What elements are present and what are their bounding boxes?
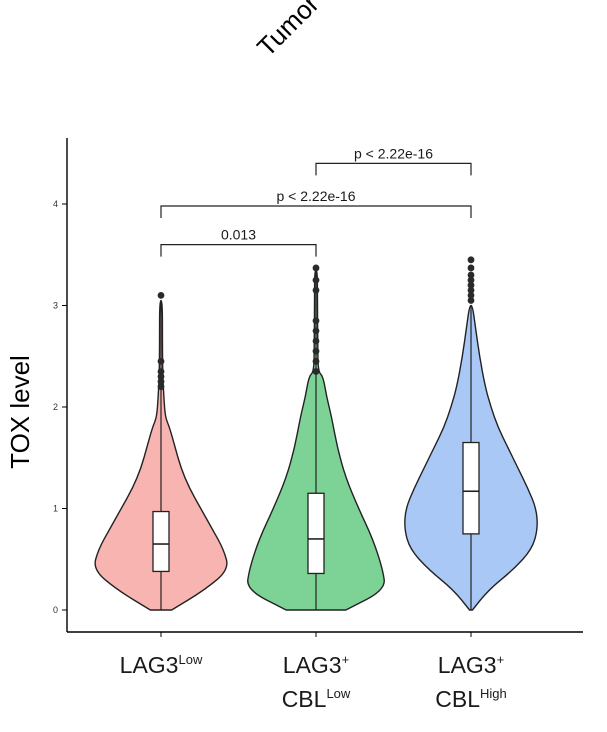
x-tick-label-main: LAG3 xyxy=(120,652,179,678)
outlier-point xyxy=(467,271,475,279)
y-axis-label: TOX level xyxy=(5,355,35,469)
outlier-point xyxy=(312,337,320,345)
y-tick-label: 3 xyxy=(53,301,58,311)
comparison-p-value: p < 2.22e-16 xyxy=(354,145,433,161)
y-tick-label: 1 xyxy=(53,504,58,514)
outlier-point xyxy=(157,291,165,299)
box-iqr xyxy=(152,510,170,573)
outlier-point xyxy=(312,286,320,294)
x-tick-label-line1: LAG3+ xyxy=(438,652,504,678)
y-axis-ticks: 0 1 2 3 4 xyxy=(53,199,67,615)
outlier-point xyxy=(312,264,320,272)
x-tick-label-superscript: + xyxy=(342,652,350,667)
outlier-point xyxy=(312,276,320,284)
x-tick-label-line1: LAG3Low xyxy=(120,652,203,678)
outlier-point xyxy=(157,357,165,365)
outlier-point xyxy=(467,256,475,264)
box-iqr xyxy=(307,492,325,575)
x-tick-label-superscript: Low xyxy=(178,652,202,667)
box-iqr xyxy=(462,441,480,535)
outlier-point xyxy=(157,373,165,380)
x-tick-label-superscript: High xyxy=(480,686,507,701)
x-tick-label-line2: CBLHigh xyxy=(435,686,507,712)
comparison-bracket xyxy=(160,205,472,219)
outlier-point xyxy=(312,327,320,335)
y-tick-label: 4 xyxy=(53,199,58,209)
x-tick-label-line2: CBLLow xyxy=(282,686,351,712)
comparison-p-value: 0.013 xyxy=(221,227,256,243)
y-tick-label: 0 xyxy=(53,605,58,615)
outlier-point xyxy=(467,291,475,299)
outlier-point xyxy=(312,317,320,325)
outlier-point xyxy=(157,378,165,386)
outlier-point xyxy=(312,357,320,365)
comparison-p-value: p < 2.22e-16 xyxy=(276,188,355,204)
outlier-point xyxy=(157,368,165,375)
outlier-point xyxy=(467,281,475,289)
x-tick-label-main: CBL xyxy=(282,686,327,712)
violin-group xyxy=(94,256,538,611)
comparison-bracket xyxy=(160,244,317,257)
x-tick-label-main: LAG3 xyxy=(438,652,497,678)
outlier-point xyxy=(467,264,475,272)
partial-chart-title: Tumor xyxy=(251,0,325,62)
x-tick-label-main: CBL xyxy=(435,686,480,712)
y-tick-label: 2 xyxy=(53,402,58,412)
outlier-point xyxy=(467,286,475,294)
x-tick-label-superscript: Low xyxy=(326,686,350,701)
outlier-point xyxy=(467,276,475,284)
outlier-point xyxy=(312,347,320,355)
comparison-bracket xyxy=(315,162,472,176)
outlier-point xyxy=(312,368,320,375)
outlier-point xyxy=(467,297,475,304)
x-tick-label-main: LAG3 xyxy=(283,652,342,678)
x-tick-label-superscript: + xyxy=(497,652,505,667)
outlier-point xyxy=(157,383,165,391)
x-tick-label-line1: LAG3+ xyxy=(283,652,349,678)
significance-brackets: 0.013 p < 2.22e-16 p < 2.22e-16 xyxy=(160,145,472,257)
